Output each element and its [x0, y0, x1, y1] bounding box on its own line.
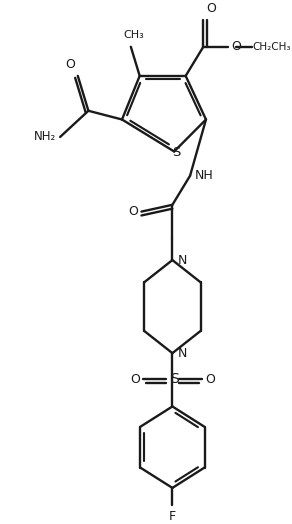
Text: O: O: [206, 2, 216, 15]
Text: S: S: [170, 373, 178, 386]
Text: NH: NH: [194, 169, 213, 182]
Text: S: S: [172, 146, 180, 159]
Text: NH₂: NH₂: [34, 130, 57, 144]
Text: O: O: [65, 58, 75, 71]
Text: CH₃: CH₃: [123, 30, 144, 40]
Text: N: N: [178, 347, 187, 359]
Text: O: O: [205, 373, 215, 386]
Text: O: O: [128, 205, 138, 218]
Text: N: N: [178, 254, 187, 267]
Text: F: F: [169, 510, 176, 523]
Text: O: O: [130, 373, 140, 386]
Text: CH₂CH₃: CH₂CH₃: [253, 42, 291, 52]
Text: O: O: [232, 40, 241, 53]
